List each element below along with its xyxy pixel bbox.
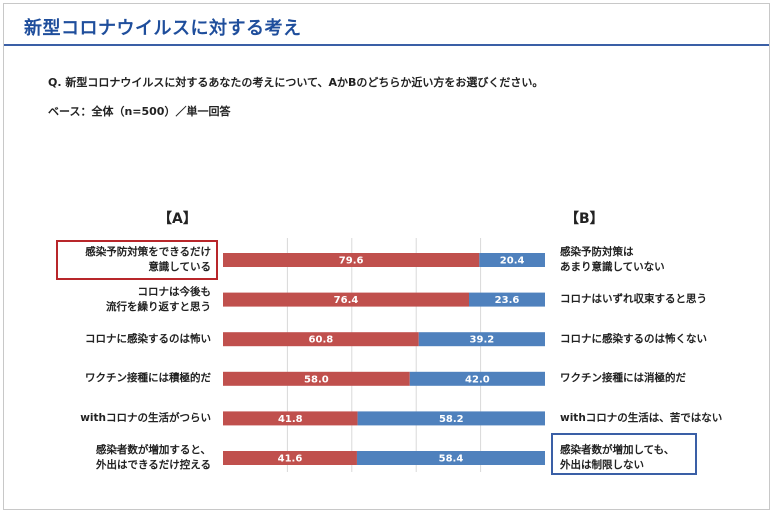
bar-b (356, 451, 545, 465)
data-label-a: 76.4 (334, 295, 359, 306)
data-label-a: 79.6 (339, 256, 364, 267)
page-header: 新型コロナウイルスに対する考え (4, 4, 769, 46)
option-a-label: 感染者数が増加すると、 外出はできるだけ控える (95, 444, 211, 471)
option-b-label: withコロナの生活は、苦ではない (560, 411, 723, 424)
bar-b (418, 332, 545, 347)
survey-question: Q. 新型コロナウイルスに対するあなたの考えについて、AかBのどちらか近い方をお… (48, 76, 544, 89)
data-label-b: 23.6 (495, 295, 520, 306)
bar-b (479, 253, 545, 267)
option-a-label: 感染予防対策をできるだけ 意識している (85, 246, 211, 273)
bar-b (357, 411, 545, 426)
content-frame (3, 3, 770, 510)
data-label-b: 39.2 (470, 335, 495, 346)
data-label-a: 58.0 (304, 374, 329, 385)
data-label-a: 60.8 (309, 335, 334, 346)
option-b-label: コロナに感染するのは怖くない (560, 332, 707, 345)
data-label-a: 41.8 (278, 414, 303, 425)
bar-b (409, 371, 545, 386)
highlight-box-a (56, 240, 218, 280)
option-b-label: 感染予防対策は あまり意識していない (560, 246, 665, 273)
bar-a (223, 332, 419, 347)
option-b-heading: 【B】 (565, 211, 604, 227)
bar-a (223, 253, 480, 267)
bar-b (469, 292, 545, 307)
option-a-label: withコロナの生活がつらい (80, 411, 211, 424)
data-label-b: 58.2 (439, 414, 464, 425)
survey-base: ベース：全体（n=500）／単一回答 (48, 105, 231, 118)
data-label-a: 41.6 (278, 454, 303, 465)
option-a-label: コロナは今後も 流行を繰り返すと思う (106, 285, 211, 313)
data-label-b: 20.4 (500, 256, 525, 267)
option-b-label: ワクチン接種には消極的だ (560, 372, 686, 385)
bar-a (223, 451, 357, 465)
data-label-b: 42.0 (465, 374, 490, 385)
option-b-label: コロナはいずれ収束すると思う (560, 293, 707, 306)
highlight-box-b (551, 433, 697, 475)
option-a-heading: 【A】 (158, 211, 197, 227)
data-label-b: 58.4 (439, 454, 464, 465)
bar-a (223, 292, 470, 307)
option-a-label: コロナに感染するのは怖い (85, 332, 211, 345)
bar-a (223, 371, 410, 386)
option-b-label: 感染者数が増加しても、 外出は制限しない (560, 444, 675, 471)
option-a-label: ワクチン接種には積極的だ (85, 372, 211, 385)
page-title: 新型コロナウイルスに対する考え (24, 18, 302, 39)
bar-a (223, 411, 358, 426)
